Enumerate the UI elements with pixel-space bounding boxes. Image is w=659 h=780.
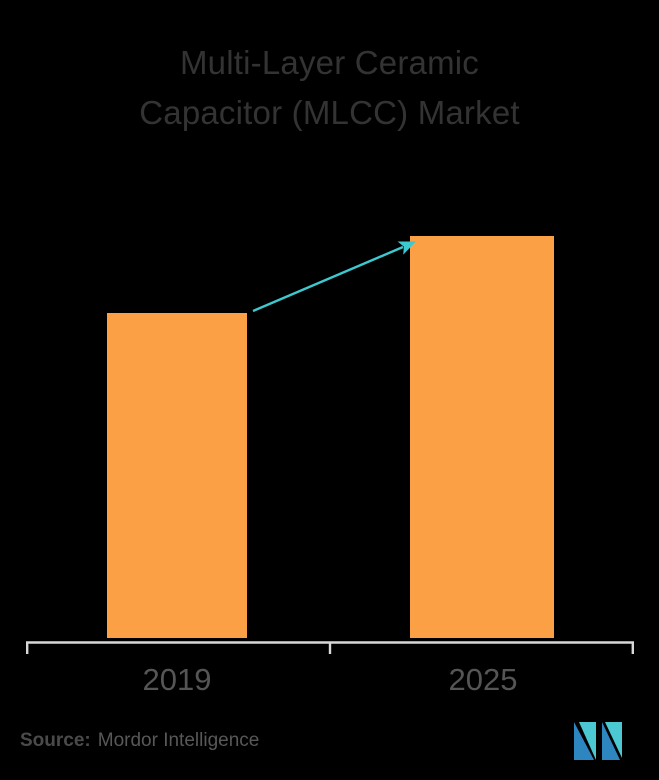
source-attribution: Source: Mordor Intelligence [20, 730, 259, 752]
x-axis [26, 641, 634, 654]
source-label: Source: [20, 730, 91, 751]
source-value: Mordor Intelligence [97, 730, 260, 751]
page-title: Multi-Layer Ceramic Capacitor (MLCC) Mar… [139, 44, 520, 131]
mordor-intelligence-logo-icon [574, 722, 622, 760]
bar-2019 [107, 313, 247, 638]
x-tick-label-2019: 2019 [142, 662, 212, 697]
bar-2025 [410, 236, 554, 638]
growth-arrow-icon [252, 241, 416, 313]
x-tick-label-2025: 2025 [448, 662, 518, 697]
